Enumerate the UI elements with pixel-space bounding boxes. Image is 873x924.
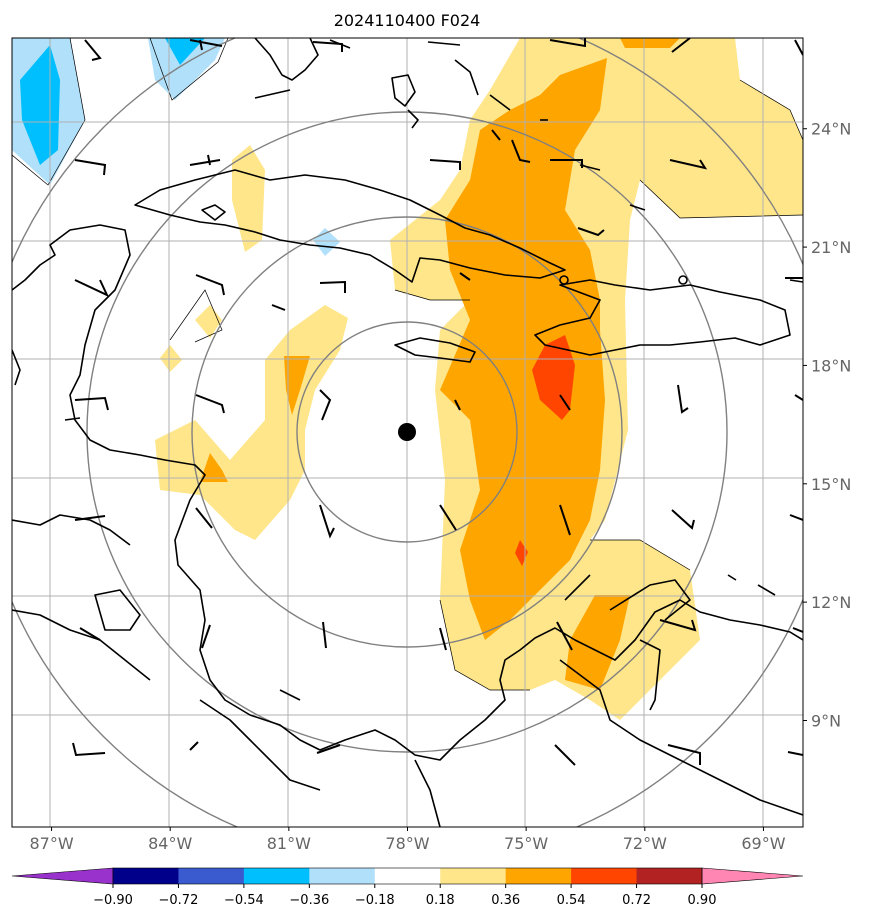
lon-tick-label: 78°W <box>385 834 429 853</box>
colorbar-extend-low <box>11 867 114 885</box>
positive-contour-orange <box>200 453 228 482</box>
colorbar-outline <box>112 867 703 885</box>
florida-coast <box>254 38 319 81</box>
colorbar-swatch <box>571 868 638 884</box>
lat-tick-label: 15°N <box>811 475 851 494</box>
map-area <box>12 38 803 827</box>
colorbar-tick-label: −0.72 <box>159 893 199 908</box>
lat-tick-label: 18°N <box>811 356 851 375</box>
negative-contour-light <box>148 38 225 100</box>
shaded-contours <box>12 38 803 720</box>
storm-center-marker <box>398 423 416 441</box>
longitude-labels: 87°W 84°W 81°W 78°W 75°W 72°W 69°W <box>29 827 786 853</box>
hispaniola-coast <box>534 279 791 356</box>
lon-tick-label: 81°W <box>267 834 311 853</box>
lat-tick-label: 12°N <box>811 593 851 612</box>
lon-tick-label: 75°W <box>504 834 548 853</box>
colorbar-tick-label: −0.18 <box>355 893 395 908</box>
lon-tick-label: 69°W <box>741 834 785 853</box>
map-title: 2024110400 F024 <box>334 11 481 30</box>
latitude-labels: 24°N 21°N 18°N 15°N 12°N 9°N <box>803 120 851 730</box>
lon-tick-label: 87°W <box>29 834 73 853</box>
colorbar-extend-high <box>701 867 804 885</box>
colorbar-tick-label: 0.36 <box>491 893 520 908</box>
lat-tick-label: 24°N <box>811 120 851 139</box>
colorbar-tick-label: −0.36 <box>289 893 329 908</box>
colorbar-tick-label: 0.90 <box>688 893 717 908</box>
colorbar-swatch <box>309 868 376 884</box>
positive-contour-orange <box>284 356 310 415</box>
coastlines <box>12 38 803 827</box>
colorbar-swatch <box>636 868 703 884</box>
colorbar-tick-label: 0.18 <box>426 893 455 908</box>
colorbar-tick-label: −0.54 <box>224 893 264 908</box>
colorbar-tick-label: 0.72 <box>622 893 651 908</box>
colorbar-swatch <box>440 868 507 884</box>
positive-contour-orange <box>440 58 607 640</box>
positive-contour-red <box>532 335 575 420</box>
wind-barbs <box>72 38 803 766</box>
positive-contour-orange <box>565 595 630 690</box>
colorbar-swatch <box>374 868 441 884</box>
colorbar-swatch <box>243 868 310 884</box>
jamaica-coast <box>394 337 476 363</box>
colorbar-swatch <box>178 868 245 884</box>
colorbar-swatch <box>113 868 179 884</box>
negative-contour-blue <box>165 38 205 65</box>
range-rings <box>12 38 803 827</box>
colorbar-swatch <box>505 868 572 884</box>
lat-tick-label: 9°N <box>811 711 841 730</box>
cuba-coast <box>134 169 566 283</box>
positive-contour-yellow <box>195 305 222 338</box>
colorbar-tick-label: 0.54 <box>557 893 586 908</box>
colorbar: −0.90 −0.72 −0.54 −0.36 −0.18 0.18 0.36 0.54 0.7… <box>11 867 804 908</box>
lon-tick-label: 72°W <box>623 834 667 853</box>
positive-contour-orange <box>620 38 680 48</box>
lat-tick-label: 21°N <box>811 238 851 257</box>
positive-contour-yellow <box>155 305 348 540</box>
colorbar-tick-label: −0.90 <box>93 893 133 908</box>
graticule <box>12 38 803 827</box>
contour-lines <box>12 38 803 691</box>
south-america-coast <box>414 759 441 827</box>
lon-tick-label: 84°W <box>148 834 192 853</box>
